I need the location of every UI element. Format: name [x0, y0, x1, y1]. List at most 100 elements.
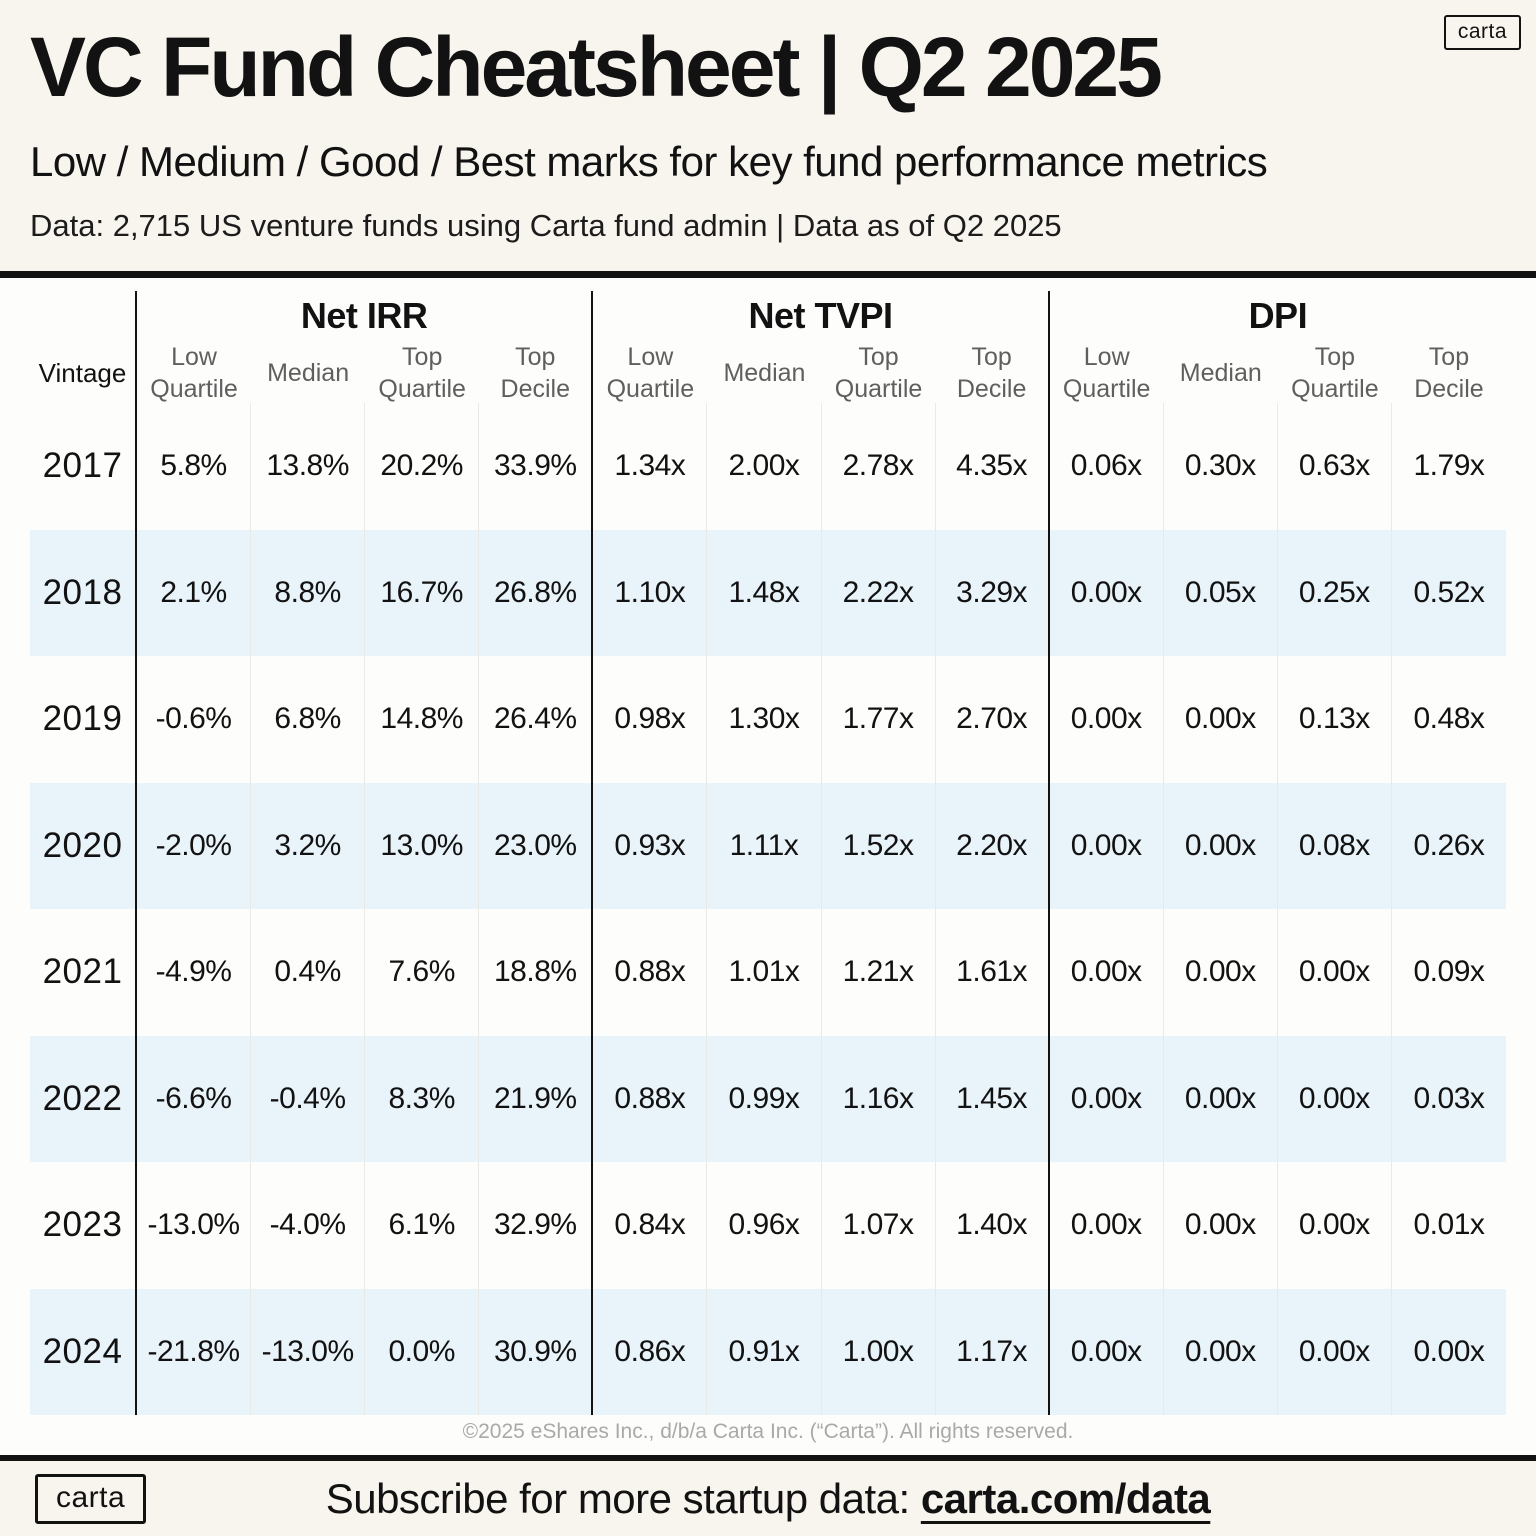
value-cell-dpi-median: 0.00x: [1164, 909, 1278, 1036]
vintage-cell: 2021: [30, 909, 137, 1036]
value-cell-dpi-low-quartile: 0.06x: [1050, 403, 1164, 530]
value-cell-tvpi-low-quartile: 0.98x: [593, 656, 708, 783]
value-cell-tvpi-median: 0.99x: [707, 1035, 822, 1162]
column-header-irr-top-decile: Top Decile: [479, 341, 594, 405]
value-cell-irr-low-quartile: -4.9%: [137, 909, 252, 1036]
value-cell-dpi-top-decile: 0.03x: [1413, 1081, 1485, 1115]
value-cell-dpi-top-decile: 0.48x: [1413, 702, 1485, 736]
subscribe-link[interactable]: carta.com/data: [920, 1474, 1211, 1522]
page-title: VC Fund Cheatsheet | Q2 2025: [30, 20, 1163, 114]
value-cell-dpi-median: 0.05x: [1164, 529, 1278, 656]
value-cell-tvpi-low-quartile: 0.86x: [593, 1288, 708, 1415]
value-cell-irr-low-quartile: -2.0%: [137, 782, 252, 909]
value-cell-tvpi-top-decile: 2.70x: [936, 656, 1050, 783]
value-cell-irr-low-quartile: -0.6%: [137, 656, 252, 783]
value-cell-dpi-low-quartile: 0.00x: [1050, 909, 1164, 1036]
value-cell-irr-top-quartile: 20.2%: [365, 403, 480, 530]
page-header: carta VC Fund Cheatsheet | Q2 2025 Low /…: [0, 0, 1536, 271]
table-row: 2023 -13.0% -4.0% 6.1% 32.9% 0.84x 0.96x…: [30, 1162, 1506, 1289]
value-cell-tvpi-top-decile: 1.45x: [936, 1035, 1050, 1162]
value-cell-tvpi-median: 1.01x: [707, 909, 822, 1036]
page-subtitle: Low / Medium / Good / Best marks for key…: [30, 137, 1268, 185]
fund-metrics-table: Net IRR Net TVPI DPI Vintage Low Quartil…: [0, 278, 1536, 1415]
value-cell-irr-top-decile: 30.9%: [479, 1288, 594, 1415]
value-cell-irr-median: 8.8%: [251, 529, 366, 656]
column-header-dpi-median: Median: [1179, 359, 1262, 387]
table-row: 2024 -21.8% -13.0% 0.0% 30.9% 0.86x 0.91…: [30, 1288, 1506, 1415]
value-cell-tvpi-top-quartile: 1.77x: [822, 656, 936, 783]
value-cell-dpi-low-quartile: 0.00x: [1050, 1035, 1164, 1162]
value-cell-dpi-top-decile: 0.01x: [1413, 1208, 1485, 1242]
group-header-spacer: [30, 291, 137, 341]
value-cell-dpi-top-quartile: 0.00x: [1278, 1035, 1392, 1162]
column-header-dpi-low-quartile: Low Quartile: [1062, 343, 1151, 403]
value-cell-dpi-top-quartile: 0.63x: [1278, 403, 1392, 530]
value-cell-irr-median: -13.0%: [251, 1288, 366, 1415]
value-cell-irr-top-quartile: 14.8%: [365, 656, 480, 783]
value-cell-irr-median: -4.0%: [251, 1162, 366, 1289]
value-cell-dpi-top-quartile: 0.00x: [1278, 909, 1392, 1036]
value-cell-irr-top-decile: 33.9%: [479, 403, 594, 530]
value-cell-tvpi-median: 0.91x: [707, 1288, 822, 1415]
column-header-tvpi-top-quartile: Top Quartile: [834, 343, 923, 403]
value-cell-tvpi-top-quartile: 1.52x: [822, 782, 936, 909]
footer-bar: carta Subscribe for more startup data: c…: [0, 1461, 1536, 1536]
value-cell-dpi-top-quartile: 0.13x: [1278, 656, 1392, 783]
value-cell-dpi-median: 0.00x: [1164, 1035, 1278, 1162]
vintage-cell: 2023: [30, 1162, 137, 1289]
value-cell-irr-median: -0.4%: [251, 1035, 366, 1162]
vintage-cell: 2020: [30, 782, 137, 909]
value-cell-dpi-median: 0.00x: [1164, 1288, 1278, 1415]
table-row: 2019 -0.6% 6.8% 14.8% 26.4% 0.98x 1.30x …: [30, 656, 1506, 783]
table-row: 2021 -4.9% 0.4% 7.6% 18.8% 0.88x 1.01x 1…: [30, 909, 1506, 1036]
carta-logo-bottom: carta: [35, 1474, 147, 1524]
table-row: 2022 -6.6% -0.4% 8.3% 21.9% 0.88x 0.99x …: [30, 1035, 1506, 1162]
value-cell-tvpi-low-quartile: 0.93x: [593, 782, 708, 909]
value-cell-tvpi-top-decile: 1.17x: [936, 1288, 1050, 1415]
column-header-row: Vintage Low Quartile Median Top Quartile…: [30, 341, 1506, 405]
value-cell-tvpi-low-quartile: 1.34x: [593, 403, 708, 530]
value-cell-dpi-low-quartile: 0.00x: [1050, 1288, 1164, 1415]
value-cell-irr-top-decile: 26.8%: [479, 529, 594, 656]
vintage-cell: 2022: [30, 1035, 137, 1162]
value-cell-irr-top-quartile: 0.0%: [365, 1288, 480, 1415]
value-cell-tvpi-median: 2.00x: [707, 403, 822, 530]
value-cell-tvpi-median: 1.48x: [707, 529, 822, 656]
column-header-dpi-top-decile: Top Decile: [1414, 343, 1484, 403]
value-cell-irr-low-quartile: 2.1%: [137, 529, 252, 656]
footer-divider-rule: [0, 1455, 1536, 1461]
value-cell-irr-median: 6.8%: [251, 656, 366, 783]
value-cell-dpi-top-quartile: 0.25x: [1278, 529, 1392, 656]
data-source-note: Data: 2,715 US venture funds using Carta…: [30, 208, 1062, 244]
value-cell-dpi-top-quartile: 0.00x: [1278, 1162, 1392, 1289]
value-cell-tvpi-low-quartile: 0.88x: [593, 909, 708, 1036]
value-cell-dpi-top-decile: 0.52x: [1413, 575, 1485, 609]
value-cell-dpi-low-quartile: 0.00x: [1050, 782, 1164, 909]
value-cell-irr-low-quartile: -21.8%: [137, 1288, 252, 1415]
column-header-irr-top-quartile: Top Quartile: [378, 343, 466, 403]
header-divider-rule: [0, 271, 1536, 278]
value-cell-dpi-top-quartile: 0.00x: [1278, 1288, 1392, 1415]
value-cell-tvpi-low-quartile: 1.10x: [593, 529, 708, 656]
value-cell-dpi-top-quartile: 0.08x: [1278, 782, 1392, 909]
value-cell-irr-top-decile: 26.4%: [479, 656, 594, 783]
value-cell-dpi-median: 0.00x: [1164, 782, 1278, 909]
value-cell-tvpi-top-quartile: 1.00x: [822, 1288, 936, 1415]
value-cell-dpi-top-decile: 0.09x: [1413, 955, 1485, 989]
value-cell-dpi-median: 0.00x: [1164, 1162, 1278, 1289]
value-cell-irr-top-decile: 23.0%: [479, 782, 594, 909]
value-cell-irr-top-decile: 21.9%: [479, 1035, 594, 1162]
value-cell-irr-top-quartile: 6.1%: [365, 1162, 480, 1289]
carta-logo-top: carta: [1443, 15, 1521, 51]
value-cell-irr-top-quartile: 8.3%: [365, 1035, 480, 1162]
value-cell-dpi-low-quartile: 0.00x: [1050, 1162, 1164, 1289]
value-cell-dpi-low-quartile: 0.00x: [1050, 529, 1164, 656]
value-cell-irr-top-decile: 18.8%: [479, 909, 594, 1036]
value-cell-irr-top-decile: 32.9%: [479, 1162, 594, 1289]
copyright-note: ©2025 eShares Inc., d/b/a Carta Inc. (“C…: [0, 1415, 1536, 1455]
column-header-tvpi-low-quartile: Low Quartile: [606, 343, 695, 403]
value-cell-tvpi-top-decile: 3.29x: [936, 529, 1050, 656]
table-row: 2020 -2.0% 3.2% 13.0% 23.0% 0.93x 1.11x …: [30, 782, 1506, 909]
value-cell-tvpi-top-decile: 1.61x: [936, 909, 1050, 1036]
value-cell-irr-top-quartile: 7.6%: [365, 909, 480, 1036]
